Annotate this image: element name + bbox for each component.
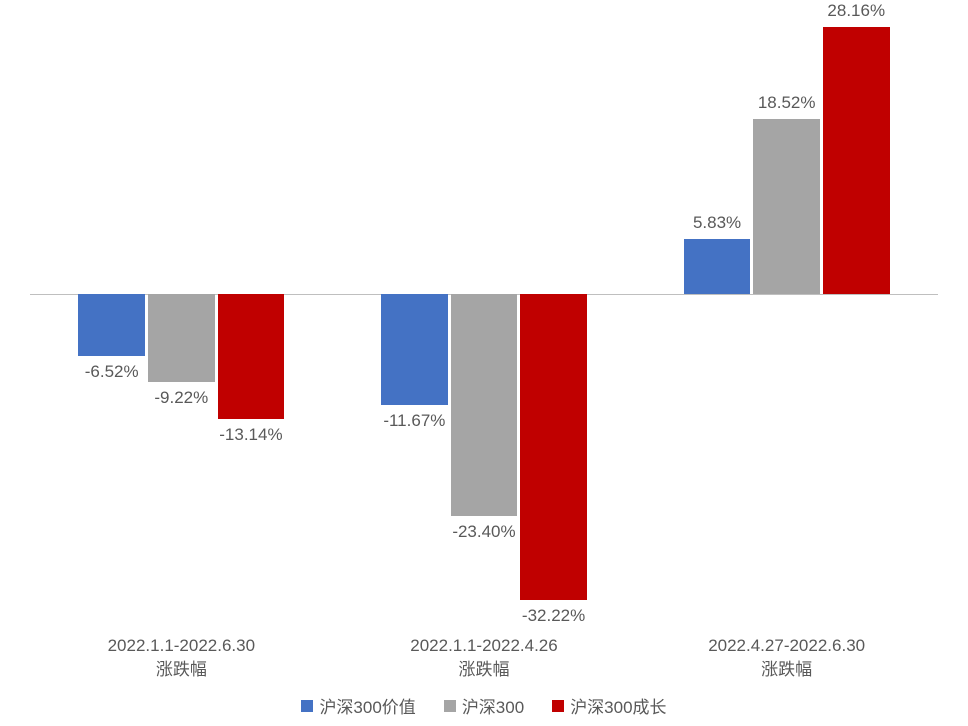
bar-value-label: -32.22% [495,606,612,626]
bar-group: -6.52%-9.22%-13.14% [30,10,333,626]
legend-item: 沪深300 [444,693,524,718]
category-line1: 2022.1.1-2022.6.30 [30,634,333,658]
category-line1: 2022.4.27-2022.6.30 [635,634,938,658]
legend-text: 沪深300 [462,698,524,717]
plot-area: -6.52%-9.22%-13.14%2022.1.1-2022.6.30涨跌幅… [30,10,938,626]
legend-swatch [552,700,564,712]
legend-text: 沪深300价值 [319,698,415,717]
legend-item: 沪深300价值 [301,693,415,718]
bar-group: -11.67%-23.40%-32.22% [333,10,636,626]
bar-chart: -6.52%-9.22%-13.14%2022.1.1-2022.6.30涨跌幅… [0,0,968,726]
bar-value-label: -13.14% [193,425,310,445]
category-label: 2022.1.1-2022.6.30涨跌幅 [30,634,333,682]
category-label: 2022.4.27-2022.6.30涨跌幅 [635,634,938,682]
legend-item: 沪深300成长 [552,693,666,718]
category-line1: 2022.1.1-2022.4.26 [333,634,636,658]
category-line2: 涨跌幅 [333,658,636,682]
category-label: 2022.1.1-2022.4.26涨跌幅 [333,634,636,682]
bar-value-label: 28.16% [798,1,915,21]
category-line2: 涨跌幅 [635,658,938,682]
legend: 沪深300价值 沪深300 沪深300成长 [0,693,968,718]
legend-swatch [444,700,456,712]
legend-swatch [301,700,313,712]
category-line2: 涨跌幅 [30,658,333,682]
bar-group: 5.83%18.52%28.16% [635,10,938,626]
legend-text: 沪深300成长 [570,698,666,717]
